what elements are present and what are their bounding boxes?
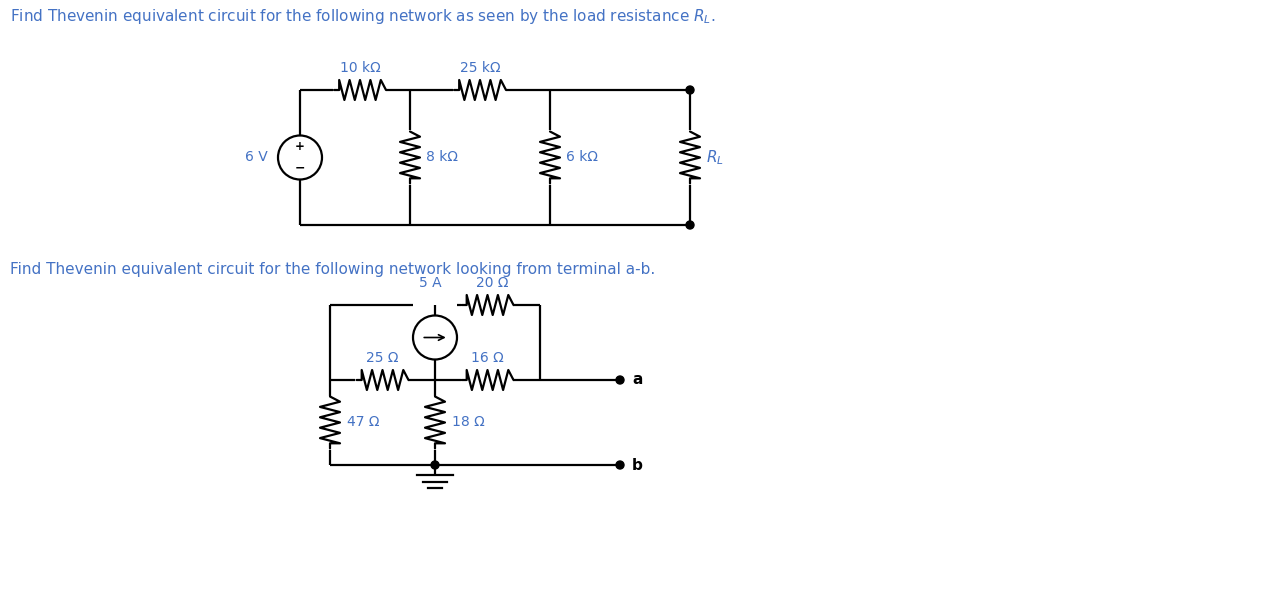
Text: +: +	[295, 140, 305, 153]
Circle shape	[687, 221, 694, 229]
Text: 6 kΩ: 6 kΩ	[565, 151, 598, 164]
Text: Find Thevenin equivalent circuit for the following network as seen by the load r: Find Thevenin equivalent circuit for the…	[10, 7, 716, 26]
Circle shape	[616, 376, 623, 384]
Text: 8 kΩ: 8 kΩ	[426, 151, 459, 164]
Text: 25 kΩ: 25 kΩ	[460, 61, 500, 75]
Text: −: −	[295, 162, 305, 175]
Text: 25 Ω: 25 Ω	[366, 351, 399, 365]
Text: $R_L$: $R_L$	[706, 148, 724, 167]
Text: 18 Ω: 18 Ω	[452, 416, 484, 429]
Text: 10 kΩ: 10 kΩ	[340, 61, 380, 75]
Text: 20 Ω: 20 Ω	[477, 276, 509, 290]
Text: 47 Ω: 47 Ω	[346, 416, 380, 429]
Text: 5 A: 5 A	[419, 276, 442, 290]
Text: 16 Ω: 16 Ω	[471, 351, 504, 365]
Text: b: b	[632, 458, 643, 472]
Circle shape	[431, 461, 439, 469]
Text: Find Thevenin equivalent circuit for the following network looking from terminal: Find Thevenin equivalent circuit for the…	[10, 263, 656, 277]
Circle shape	[687, 86, 694, 94]
Text: a: a	[632, 373, 643, 387]
Text: 6 V: 6 V	[245, 151, 268, 164]
Circle shape	[616, 461, 623, 469]
